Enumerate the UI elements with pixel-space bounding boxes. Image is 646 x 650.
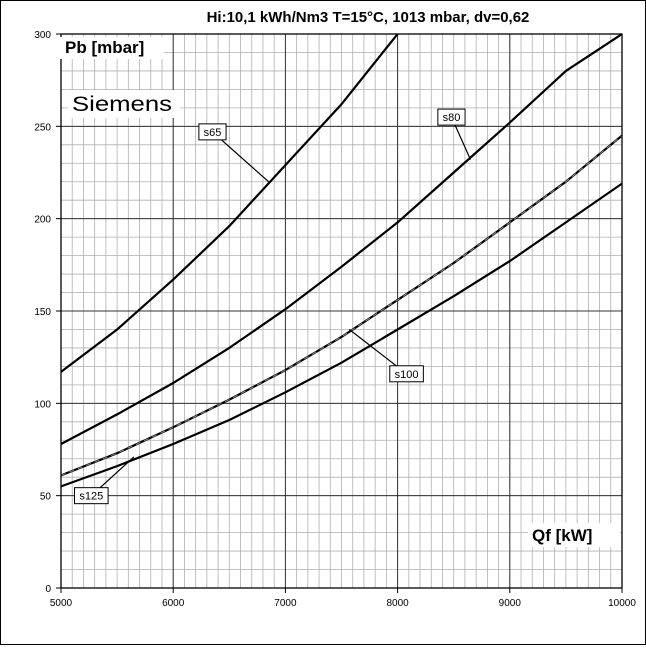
y-tick-label: 0	[45, 584, 51, 595]
series-label-s80: s80	[443, 112, 461, 124]
series-line-s65	[61, 34, 399, 373]
y-tick-label: 100	[34, 399, 51, 410]
chart-title: Hi:10,1 kWh/Nm3 T=15°C, 1013 mbar, dv=0,…	[207, 9, 530, 26]
series-label-box-s100	[389, 365, 424, 383]
series-labels: s65 s80 s100 s125	[73, 108, 472, 505]
ylabel-box	[60, 37, 164, 59]
x-tick-label: 7000	[274, 598, 297, 609]
x-axis-label: Qf [kW]	[532, 526, 592, 545]
y-tick-label: 150	[34, 307, 51, 318]
y-tick-label: 250	[34, 122, 51, 133]
y-tick-label: 200	[34, 215, 51, 226]
brand-box	[68, 90, 180, 118]
series-label-s65: s65	[204, 127, 222, 139]
series-line-s125	[61, 182, 622, 488]
series-layer	[61, 34, 622, 488]
series-label-box-s125	[73, 487, 109, 505]
brand-annotation: Siemens	[72, 93, 172, 116]
series-line-s80	[61, 34, 622, 445]
y-tick-label: 50	[40, 492, 52, 503]
x-tick-label: 9000	[499, 598, 522, 609]
series-label-box-s80	[437, 108, 466, 126]
tick-labels: 5000 6000 7000 8000 9000 10000 0 50 100 150 200 250…	[34, 30, 636, 609]
x-tick-label: 5000	[50, 598, 73, 609]
x-tick-label: 8000	[386, 598, 409, 609]
xlabel-box	[528, 523, 620, 547]
y-tick-label: 300	[34, 30, 51, 41]
x-tick-label: 10000	[608, 598, 636, 609]
series-label-s100: s100	[395, 369, 419, 381]
series-dash-s100	[61, 135, 622, 476]
y-axis-label: Pb [mbar]	[65, 38, 144, 57]
x-tick-label: 6000	[162, 598, 185, 609]
series-label-box-s65	[198, 123, 227, 141]
series-label-s125: s125	[79, 491, 103, 503]
